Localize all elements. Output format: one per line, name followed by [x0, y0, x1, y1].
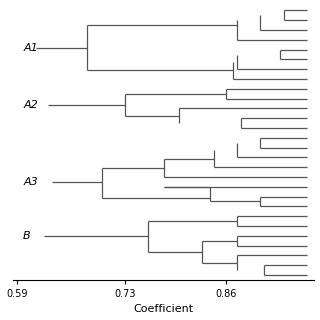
Text: A1: A1 [23, 43, 38, 53]
Text: A3: A3 [23, 177, 38, 187]
X-axis label: Coefficient: Coefficient [134, 304, 194, 315]
Text: A2: A2 [23, 100, 38, 110]
Text: B: B [23, 231, 31, 241]
